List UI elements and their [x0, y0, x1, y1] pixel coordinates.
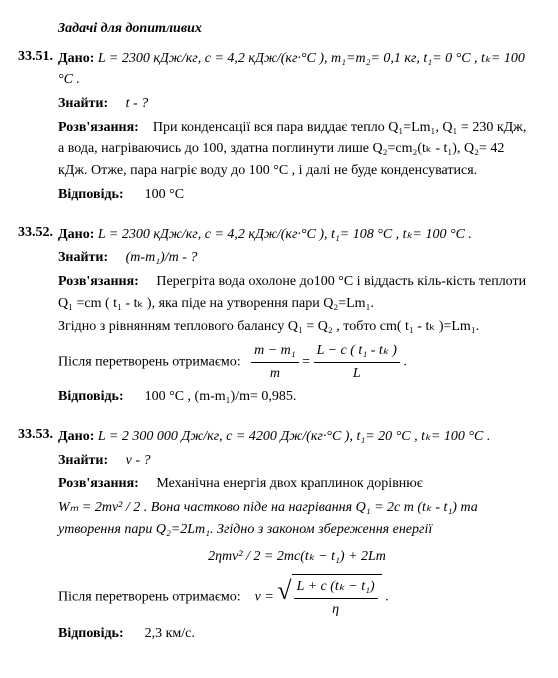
sqrt-fraction: L + c (tₖ − t₁) η — [294, 576, 378, 620]
solution-label: Розв'язання: — [58, 274, 139, 289]
answer-label: Відповідь: — [58, 187, 124, 202]
result-formula: Після перетворень отримаємо: m − m₁ m = … — [58, 340, 536, 384]
find-label: Знайти: — [58, 453, 108, 468]
problem-number: 33.52. — [18, 222, 58, 411]
find-text: v - ? — [126, 453, 151, 468]
solution-text-1: Механічна енергія двох краплинок дорівню… — [156, 476, 422, 491]
solution: Розв'язання: Перегріта вода охолоне до10… — [58, 271, 536, 314]
given: Дано: L = 2300 кДж/кг, c = 4,2 кДж/(кг·°… — [58, 48, 536, 91]
answer: Відповідь: 100 °C , (m-m₁)/m= 0,985. — [58, 386, 536, 408]
fraction-den: L — [314, 363, 400, 385]
find: Знайти: v - ? — [58, 450, 536, 472]
period: . — [403, 354, 407, 369]
solution: Розв'язання: Механічна енергія двох крап… — [58, 473, 536, 495]
answer-label: Відповідь: — [58, 389, 124, 404]
problem-33-53: 33.53. Дано: L = 2 300 000 Дж/кг, c = 42… — [18, 424, 536, 646]
problem-number: 33.53. — [18, 424, 58, 646]
solution-text-2: Wₘ = 2mv² / 2 . Вона частково піде на на… — [58, 500, 478, 537]
problem-33-52: 33.52. Дано: L = 2300 кДж/кг, c = 4,2 кД… — [18, 222, 536, 411]
fraction-num: L − c ( t₁ - tₖ ) — [314, 340, 400, 363]
fraction-num: m − m₁ — [251, 340, 299, 363]
equation-center: 2ηmv² / 2 = 2mc(tₖ − t₁) + 2Lm — [58, 546, 536, 568]
solution-cont: Згідно з рівнянням теплового балансу Q₁ … — [58, 316, 536, 338]
fraction-den: η — [294, 599, 378, 621]
v-equals: v = — [255, 590, 274, 605]
given-text: L = 2300 кДж/кг, c = 4,2 кДж/(кг·°C ), m… — [58, 51, 525, 88]
fraction-left: m − m₁ m — [251, 340, 299, 384]
given: Дано: L = 2300 кДж/кг, c = 4,2 кДж/(кг·°… — [58, 224, 536, 246]
section-title: Задачі для допитливих — [18, 18, 536, 40]
fraction-den: m — [251, 363, 299, 385]
sqrt-icon: √ — [277, 576, 291, 622]
given-text: L = 2 300 000 Дж/кг, c = 4200 Дж/(кг·°C … — [98, 429, 490, 444]
find-text: (m-m₁)/m - ? — [126, 250, 198, 265]
given-text: L = 2300 кДж/кг, c = 4,2 кДж/(кг·°C ), t… — [98, 227, 472, 242]
given-label: Дано: — [58, 429, 94, 444]
fraction-num: L + c (tₖ − t₁) — [294, 576, 378, 599]
solution-label: Розв'язання: — [58, 476, 139, 491]
equals-sign: = — [302, 354, 313, 369]
given-label: Дано: — [58, 227, 94, 242]
find-label: Знайти: — [58, 250, 108, 265]
result-formula: Після перетворень отримаємо: v = √ L + c… — [58, 574, 536, 620]
after-label: Після перетворень отримаємо: — [58, 354, 241, 369]
answer-text: 2,3 км/с. — [145, 626, 195, 641]
answer-text: 100 °C — [145, 187, 184, 202]
find: Знайти: (m-m₁)/m - ? — [58, 247, 536, 269]
problem-number: 33.51. — [18, 46, 58, 208]
given: Дано: L = 2 300 000 Дж/кг, c = 4200 Дж/(… — [58, 426, 536, 448]
period: . — [385, 590, 389, 605]
answer-text: 100 °C , (m-m₁)/m= 0,985. — [145, 389, 297, 404]
answer: Відповідь: 100 °C — [58, 184, 536, 206]
solution-label: Розв'язання: — [58, 120, 139, 135]
given-label: Дано: — [58, 51, 94, 66]
find: Знайти: t - ? — [58, 93, 536, 115]
find-text: t - ? — [126, 96, 149, 111]
after-label: Після перетворень отримаємо: — [58, 590, 241, 605]
answer: Відповідь: 2,3 км/с. — [58, 623, 536, 645]
solution-cont: Wₘ = 2mv² / 2 . Вона частково піде на на… — [58, 497, 536, 540]
find-label: Знайти: — [58, 96, 108, 111]
sqrt-expression: √ L + c (tₖ − t₁) η — [277, 574, 381, 620]
solution: Розв'язання: При конденсації вся пара ви… — [58, 117, 536, 182]
problem-33-51: 33.51. Дано: L = 2300 кДж/кг, c = 4,2 кД… — [18, 46, 536, 208]
answer-label: Відповідь: — [58, 626, 124, 641]
fraction-right: L − c ( t₁ - tₖ ) L — [314, 340, 400, 384]
solution-text-2: Згідно з рівнянням теплового балансу Q₁ … — [58, 319, 479, 334]
